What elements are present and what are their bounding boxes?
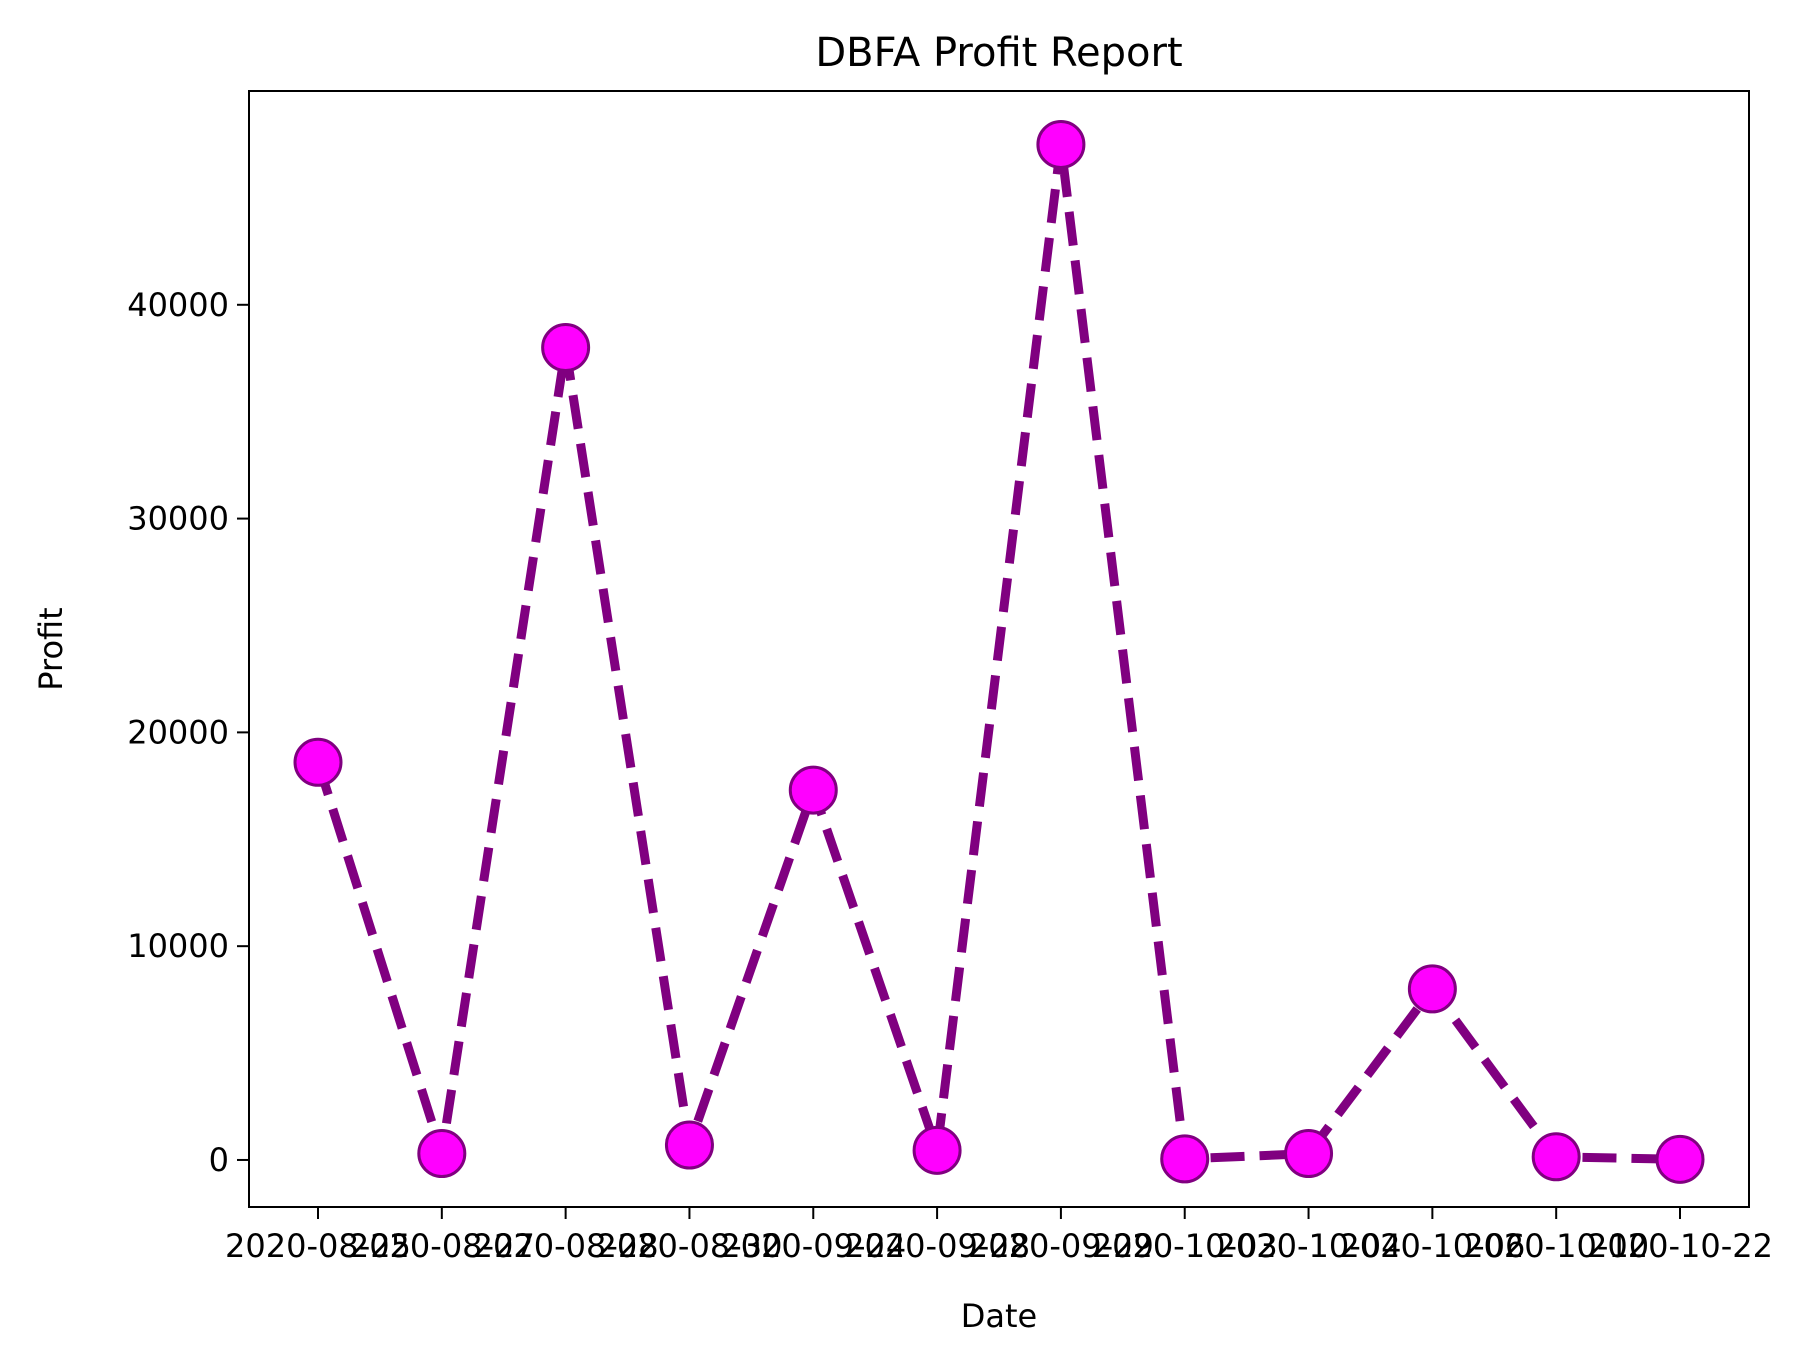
data-point (1036, 119, 1086, 169)
x-tick-label: 2020-09-29 (968, 1227, 1154, 1265)
data-point (1655, 1134, 1705, 1184)
data-point (788, 765, 838, 815)
data-point (912, 1125, 962, 1175)
data-point (1407, 964, 1457, 1014)
data-point (664, 1120, 714, 1170)
chart-title: DBFA Profit Report (815, 30, 1182, 76)
y-tick-label: 30000 (127, 500, 229, 538)
x-tick-label: 2020-10-10 (1463, 1227, 1649, 1265)
x-tick-label: 2020-08-27 (349, 1227, 535, 1265)
data-point (293, 737, 343, 787)
data-point (1160, 1134, 1210, 1184)
x-tick-label: 2020-10-03 (1092, 1227, 1278, 1265)
x-axis-label: Date (961, 1297, 1037, 1335)
data-point (417, 1129, 467, 1179)
x-tick-label: 2020-09-24 (720, 1227, 906, 1265)
y-tick-label: 20000 (127, 713, 229, 751)
series-line (313, 143, 1681, 1164)
y-axis-ticks: 0 10000 20000 30000 40000 (127, 286, 249, 1179)
x-tick-label: 2020-08-30 (596, 1227, 782, 1265)
y-tick-label: 10000 (127, 927, 229, 965)
plot-area (248, 90, 1750, 1208)
data-point (1531, 1132, 1581, 1182)
x-tick-label: 2020-08-28 (473, 1227, 659, 1265)
series-layer (293, 119, 1705, 1184)
x-tick-label: 2020-10-06 (1339, 1227, 1525, 1265)
y-tick-label: 0 (209, 1141, 229, 1179)
x-tick-label: 2020-10-22 (1587, 1227, 1773, 1265)
x-tick-label: 2020-08-25 (225, 1227, 411, 1265)
x-tick-label: 2020-10-04 (1216, 1227, 1402, 1265)
data-point (541, 323, 591, 373)
x-axis-ticks: 2020-08-252020-08-272020-08-282020-08-30… (225, 1207, 1773, 1265)
y-axis-label: Profit (32, 607, 70, 690)
data-point (1284, 1129, 1334, 1179)
plot-frame (248, 90, 1750, 1208)
x-tick-label: 2020-09-28 (844, 1227, 1030, 1265)
y-tick-label: 40000 (127, 286, 229, 324)
